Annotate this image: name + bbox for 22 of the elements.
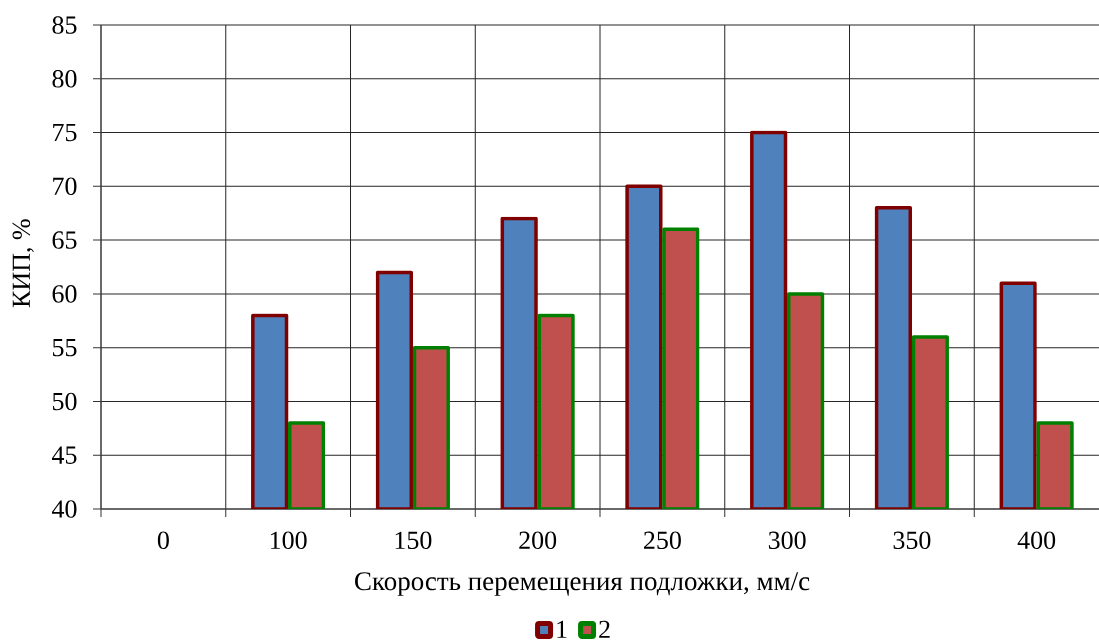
y-tick-label: 85 [52,16,77,34]
x-tick-label: 100 [270,531,307,550]
legend-label: 2 [599,620,610,638]
x-tick-label: 350 [893,531,931,550]
legend-label: 1 [557,620,567,638]
y-tick-label: 55 [52,339,77,357]
y-tick-label: 45 [51,446,77,464]
x-axis-title: Скорость перемещения подложки, мм/с [355,572,810,596]
y-axis-title: КИП, % [12,219,34,308]
x-tick-label: 250 [644,531,681,550]
x-tick-label: 150 [395,531,432,550]
y-tick-label: 75 [53,123,77,142]
x-tick-label: 0 [157,531,169,550]
y-tick-label: 50 [52,392,77,411]
y-tick-label: 60 [52,285,77,303]
y-tick-label: 80 [52,70,77,88]
x-tick-label: 200 [519,531,557,550]
y-tick-label: 40 [51,500,77,518]
x-tick-label: 300 [768,531,806,550]
y-tick-label: 65 [52,231,77,249]
x-tick-label: 400 [1017,531,1056,550]
y-tick-label: 70 [53,177,77,196]
